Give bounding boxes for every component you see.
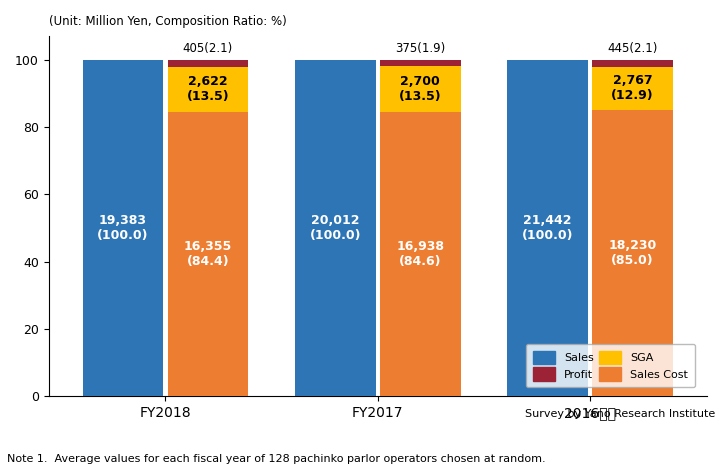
Text: 2,767
(12.9): 2,767 (12.9): [612, 74, 654, 103]
Bar: [380, 66, 461, 112]
Text: 445(2.1): 445(2.1): [607, 42, 658, 55]
Text: 21,442
(100.0): 21,442 (100.0): [522, 214, 573, 242]
Text: Survey by Yano Research Institute: Survey by Yano Research Institute: [524, 409, 715, 419]
Bar: [592, 60, 673, 67]
Bar: [592, 67, 673, 110]
Text: 2,622
(13.5): 2,622 (13.5): [186, 76, 229, 104]
Bar: [168, 67, 248, 112]
Bar: [508, 60, 588, 396]
Bar: [82, 60, 163, 396]
Bar: [592, 110, 673, 396]
Text: 16,355
(84.4): 16,355 (84.4): [184, 240, 232, 268]
Bar: [380, 112, 461, 396]
Bar: [295, 60, 375, 396]
Bar: [168, 60, 248, 67]
Legend: Sales, Profit, SGA, Sales Cost: Sales, Profit, SGA, Sales Cost: [526, 344, 695, 387]
Text: 405(2.1): 405(2.1): [183, 42, 233, 55]
Text: 2,700
(13.5): 2,700 (13.5): [399, 75, 442, 103]
Text: Note 1.  Average values for each fiscal year of 128 pachinko parlor operators ch: Note 1. Average values for each fiscal y…: [7, 454, 546, 464]
Text: 16,938
(84.6): 16,938 (84.6): [396, 240, 444, 268]
Text: 375(1.9): 375(1.9): [395, 42, 445, 55]
Bar: [380, 60, 461, 66]
Bar: [168, 112, 248, 396]
Text: 19,383
(100.0): 19,383 (100.0): [97, 214, 149, 242]
Text: 20,012
(100.0): 20,012 (100.0): [310, 214, 361, 242]
Text: (Unit: Million Yen, Composition Ratio: %): (Unit: Million Yen, Composition Ratio: %…: [48, 15, 287, 28]
Text: 18,230
(85.0): 18,230 (85.0): [609, 239, 657, 267]
